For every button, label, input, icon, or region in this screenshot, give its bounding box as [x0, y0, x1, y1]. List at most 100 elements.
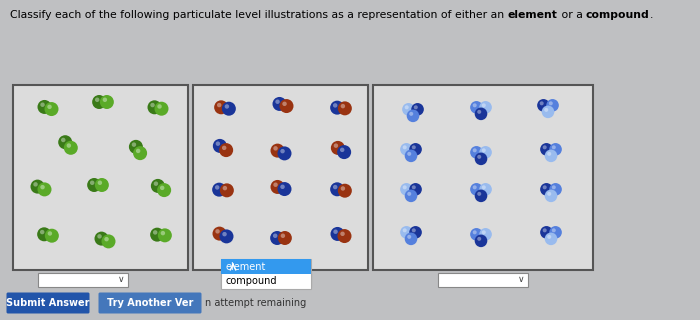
Text: ∨: ∨ [518, 276, 524, 284]
Circle shape [45, 102, 59, 116]
Circle shape [341, 104, 345, 108]
FancyBboxPatch shape [13, 85, 188, 270]
Circle shape [341, 186, 345, 191]
Circle shape [45, 229, 59, 243]
Circle shape [405, 233, 417, 245]
Circle shape [552, 185, 556, 189]
Circle shape [148, 100, 162, 114]
Circle shape [540, 226, 553, 239]
FancyBboxPatch shape [38, 273, 128, 287]
Circle shape [473, 103, 477, 107]
Circle shape [132, 142, 136, 147]
Circle shape [222, 146, 226, 150]
Circle shape [98, 180, 102, 185]
Circle shape [547, 152, 552, 156]
FancyBboxPatch shape [438, 273, 528, 287]
Circle shape [279, 99, 293, 113]
Circle shape [160, 231, 165, 235]
Circle shape [58, 135, 72, 149]
Circle shape [412, 145, 416, 149]
Circle shape [477, 110, 482, 114]
Circle shape [155, 102, 169, 116]
Circle shape [331, 141, 345, 155]
FancyBboxPatch shape [221, 273, 311, 287]
Circle shape [400, 183, 413, 196]
Text: ∨: ∨ [301, 276, 307, 284]
Circle shape [94, 178, 109, 192]
Circle shape [223, 232, 227, 236]
Circle shape [410, 143, 422, 156]
Text: compound: compound [586, 10, 650, 20]
Circle shape [546, 99, 559, 112]
Circle shape [280, 149, 285, 153]
Circle shape [41, 185, 45, 189]
Circle shape [102, 234, 116, 248]
Text: n attempt remaining: n attempt remaining [205, 298, 307, 308]
Circle shape [270, 144, 284, 157]
Circle shape [157, 183, 171, 197]
Circle shape [410, 183, 422, 196]
Circle shape [540, 183, 553, 196]
Circle shape [482, 185, 486, 189]
Circle shape [407, 235, 412, 239]
Circle shape [547, 235, 552, 239]
Circle shape [66, 143, 71, 148]
Circle shape [402, 145, 407, 149]
Circle shape [41, 102, 45, 107]
FancyBboxPatch shape [99, 292, 202, 314]
Circle shape [407, 152, 412, 156]
Circle shape [405, 105, 409, 109]
Circle shape [153, 230, 158, 235]
Circle shape [550, 183, 562, 196]
Circle shape [95, 98, 99, 102]
Circle shape [480, 228, 492, 241]
Circle shape [552, 145, 556, 149]
Circle shape [223, 186, 227, 190]
Circle shape [150, 228, 164, 242]
Circle shape [100, 95, 114, 109]
Circle shape [477, 237, 482, 241]
Circle shape [330, 227, 344, 241]
Circle shape [405, 189, 417, 202]
Circle shape [270, 231, 284, 245]
Circle shape [38, 100, 52, 114]
Circle shape [333, 103, 337, 108]
Circle shape [333, 185, 337, 189]
Circle shape [542, 145, 547, 149]
Circle shape [273, 182, 278, 187]
Circle shape [214, 100, 228, 114]
Circle shape [550, 226, 562, 239]
Circle shape [545, 149, 557, 162]
Circle shape [338, 101, 352, 115]
Circle shape [48, 231, 52, 236]
Circle shape [414, 105, 418, 109]
Circle shape [338, 184, 352, 198]
Circle shape [97, 234, 102, 239]
Circle shape [61, 138, 66, 142]
Circle shape [216, 229, 220, 234]
Circle shape [337, 229, 351, 243]
Circle shape [282, 101, 287, 106]
FancyBboxPatch shape [221, 259, 311, 274]
FancyBboxPatch shape [221, 259, 311, 289]
Circle shape [470, 146, 483, 159]
Circle shape [37, 227, 51, 241]
Circle shape [470, 183, 483, 196]
Circle shape [333, 229, 338, 234]
Circle shape [220, 183, 234, 197]
Circle shape [160, 186, 164, 190]
Circle shape [402, 228, 407, 232]
Circle shape [213, 139, 227, 153]
Circle shape [473, 148, 477, 152]
Circle shape [88, 178, 102, 192]
Circle shape [550, 143, 562, 156]
Circle shape [90, 180, 94, 185]
Circle shape [277, 147, 291, 160]
Circle shape [273, 234, 277, 238]
Circle shape [34, 182, 38, 187]
Circle shape [410, 112, 413, 116]
Circle shape [275, 100, 280, 104]
Circle shape [537, 99, 550, 112]
Circle shape [216, 141, 220, 146]
FancyBboxPatch shape [6, 292, 90, 314]
